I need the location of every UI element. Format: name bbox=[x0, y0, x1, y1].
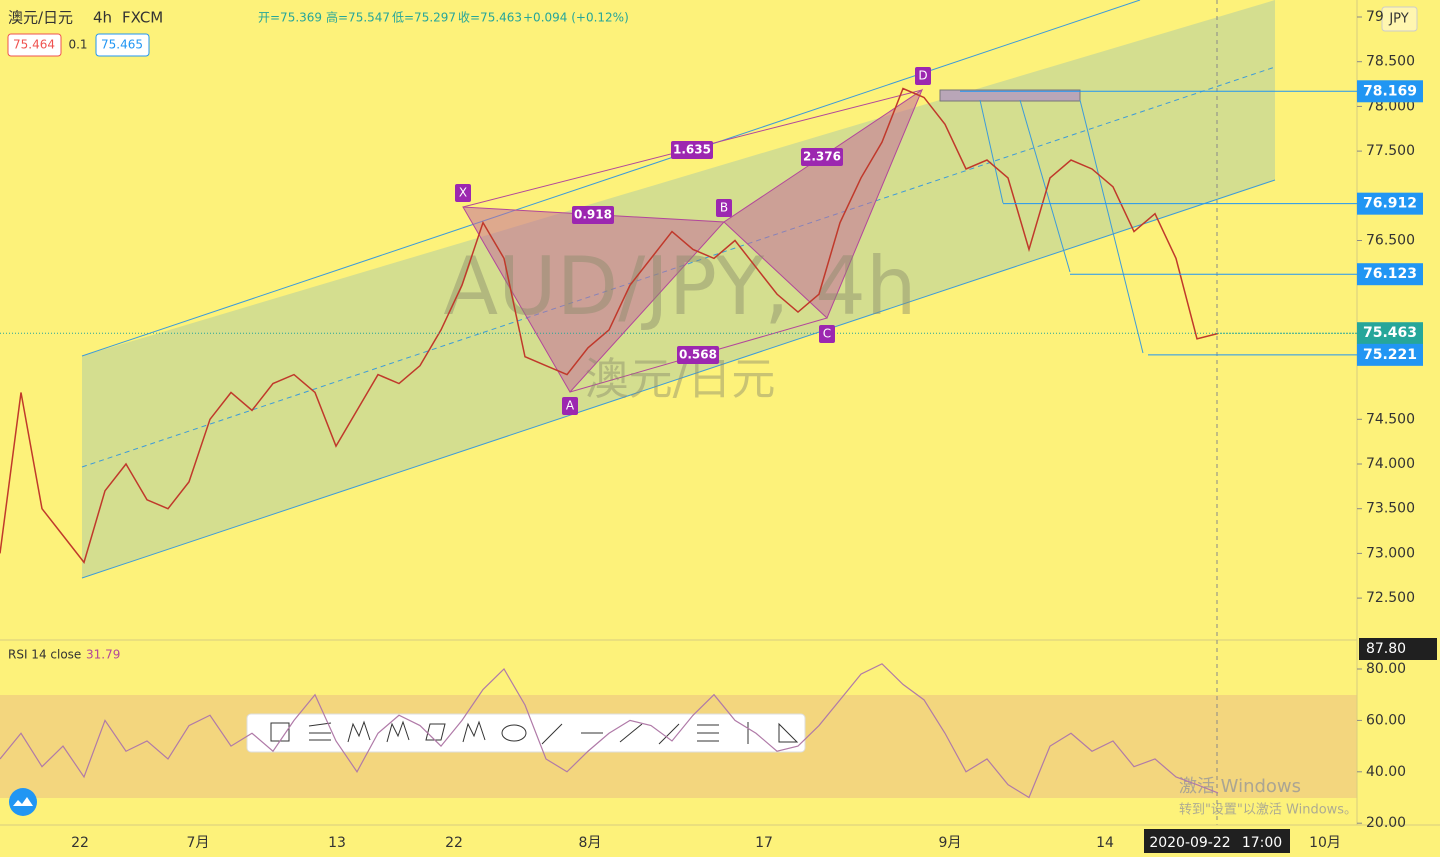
toolbar-icons[interactable] bbox=[270, 720, 799, 745]
windows-hint: 转到"设置"以激活 Windows。 bbox=[1179, 803, 1357, 818]
ratio-box bbox=[801, 148, 843, 166]
rsi-high: 87.80 bbox=[1366, 641, 1406, 657]
price-level-box bbox=[1357, 263, 1423, 286]
watermark-symbol: AUD/JPY, 4h bbox=[443, 240, 916, 333]
rsi-value: 31.79 bbox=[86, 648, 120, 662]
price-level-box bbox=[1357, 322, 1423, 345]
low: 低=75.297 bbox=[392, 11, 456, 25]
time-label: 13 bbox=[328, 835, 346, 851]
time-label: 9月 bbox=[939, 835, 962, 851]
ratio-box bbox=[677, 346, 719, 364]
ratio-box bbox=[572, 206, 614, 224]
price-tick-label: 79 bbox=[1366, 9, 1384, 25]
pattern-point: B bbox=[720, 201, 728, 215]
price-level-box bbox=[1357, 192, 1423, 215]
time-highlight bbox=[1234, 829, 1290, 853]
price-level-label: 75.221 bbox=[1363, 347, 1417, 363]
rsi-line bbox=[0, 663, 1219, 799]
time-highlight bbox=[1144, 829, 1236, 853]
price-tick-label: 77.500 bbox=[1366, 143, 1415, 159]
price-tick-label: 73.000 bbox=[1366, 545, 1415, 561]
windows-title: 激活 Windows bbox=[1179, 776, 1301, 797]
rsi-tick-label: 60.00 bbox=[1366, 712, 1406, 728]
price-level-label: 75.463 bbox=[1363, 325, 1417, 341]
open: 开=75.369 bbox=[258, 11, 322, 25]
time-label: 7月 bbox=[187, 835, 210, 851]
arrows bbox=[979, 99, 1144, 354]
channel-lower bbox=[81, 179, 1276, 579]
price-tick-label: 76.500 bbox=[1366, 233, 1415, 249]
rsi-tick-label: 20.00 bbox=[1366, 815, 1406, 831]
ratio-box bbox=[671, 141, 713, 159]
source: FXCM bbox=[122, 9, 163, 27]
price-tick-label: 73.500 bbox=[1366, 501, 1415, 517]
price-tick-label: 72.500 bbox=[1366, 590, 1415, 606]
price-level-label: 76.123 bbox=[1363, 266, 1417, 282]
pattern-point-box bbox=[716, 199, 732, 217]
price-tick-label: 78.500 bbox=[1366, 54, 1415, 70]
time-label: 10月 bbox=[1309, 835, 1341, 851]
symbol: 澳元/日元 bbox=[8, 9, 73, 27]
rsi-tick-label: 80.00 bbox=[1366, 661, 1406, 677]
pattern-point-box bbox=[562, 397, 578, 415]
high: 高=75.547 bbox=[326, 10, 390, 25]
time-label: 17 bbox=[755, 835, 773, 851]
price-tick-label: 74.500 bbox=[1366, 411, 1415, 427]
rsi-high-box bbox=[1359, 638, 1437, 660]
currency: JPY bbox=[1388, 12, 1408, 27]
logo[interactable] bbox=[9, 788, 37, 816]
time-label: 17:00 bbox=[1242, 835, 1282, 851]
pattern-point-box bbox=[455, 184, 471, 202]
channel-mid bbox=[81, 66, 1276, 468]
time-label: 22 bbox=[71, 835, 89, 851]
channel-fill bbox=[82, 0, 1275, 578]
change: +0.094 (+0.12%) bbox=[523, 11, 629, 25]
price-line bbox=[0, 87, 1219, 564]
channel-upper bbox=[81, 0, 1141, 357]
price-level-label: 76.912 bbox=[1363, 196, 1417, 212]
ratio-label: 1.635 bbox=[673, 143, 711, 157]
bid: 75.464 bbox=[13, 38, 55, 52]
price-level-label: 78.169 bbox=[1363, 83, 1417, 99]
pattern-point: A bbox=[566, 399, 575, 413]
rsi-tick-label: 40.00 bbox=[1366, 764, 1406, 780]
pattern-point: D bbox=[918, 69, 927, 83]
time-label: 8月 bbox=[579, 835, 602, 851]
interval: 4h bbox=[93, 9, 112, 27]
close: 收=75.463 bbox=[458, 11, 522, 25]
logo-mark bbox=[13, 797, 33, 806]
ratio-label: 0.568 bbox=[679, 348, 717, 362]
zone bbox=[939, 89, 1081, 102]
price-tick-label: 78.000 bbox=[1366, 98, 1415, 114]
currency-box[interactable] bbox=[1381, 6, 1418, 32]
pattern-point: X bbox=[459, 186, 467, 200]
ratio-label: 0.918 bbox=[574, 208, 612, 222]
price-level-box bbox=[1357, 343, 1423, 366]
rsi-label: RSI 14 close bbox=[8, 648, 81, 662]
pattern-point-box bbox=[915, 67, 931, 85]
price-level-box bbox=[1357, 80, 1423, 103]
bid-box[interactable] bbox=[7, 33, 62, 57]
time-label: 22 bbox=[445, 835, 463, 851]
price-tick-label: 74.000 bbox=[1366, 456, 1415, 472]
spread: 0.1 bbox=[68, 38, 87, 52]
time-label: 14 bbox=[1096, 835, 1114, 851]
ask: 75.465 bbox=[101, 38, 143, 52]
ratio-label: 2.376 bbox=[803, 150, 841, 164]
time-label: 2020-09-22 bbox=[1149, 835, 1230, 851]
pattern-point: C bbox=[823, 327, 831, 341]
pattern-point-box bbox=[819, 325, 835, 343]
ask-box[interactable] bbox=[95, 33, 150, 57]
